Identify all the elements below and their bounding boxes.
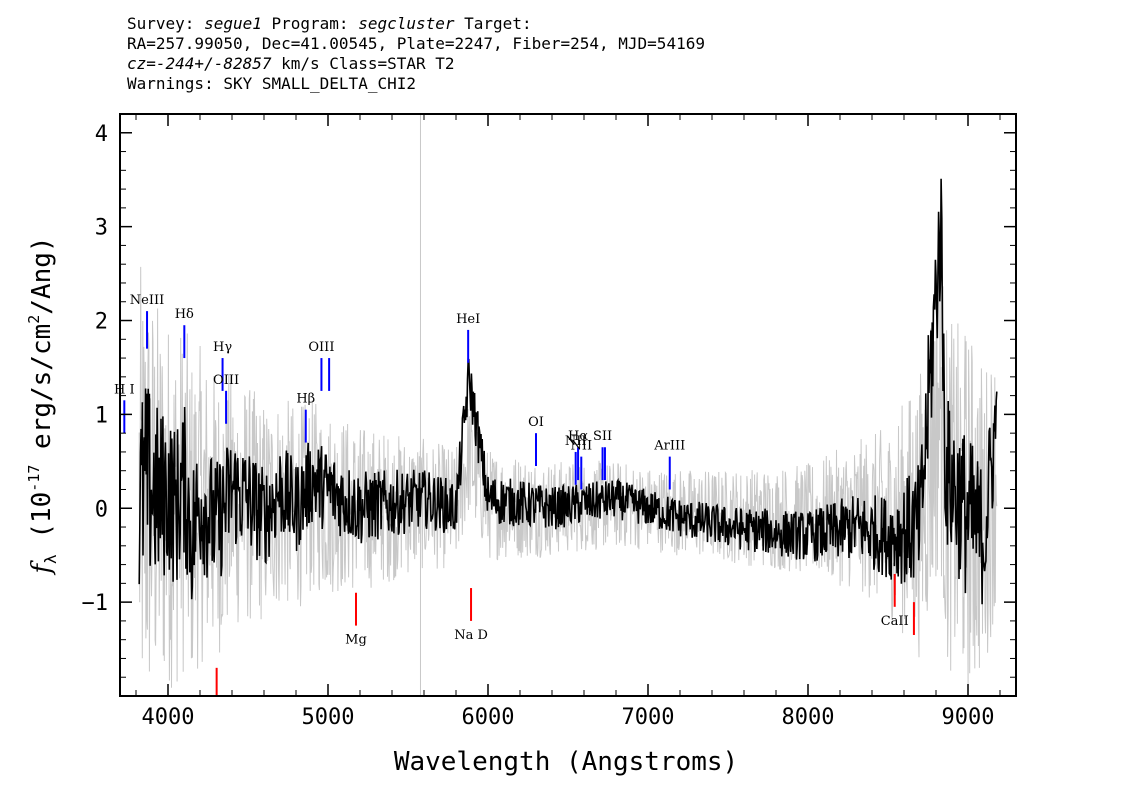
x-tick-label: 6000 [462,705,515,730]
error-envelope-trace [138,260,998,692]
emission-line-label: NeIII [130,293,164,308]
survey-prefix: Survey: [127,14,205,33]
emission-line-label: HeI [456,312,480,327]
program-name: segcluster [358,14,455,33]
emission-line-label: Hα [568,429,588,444]
emission-line-label: Hγ [213,340,232,355]
x-axis-label: Wavelength (Angstroms) [394,747,738,777]
y-axis-label-text: fλ (10-17 erg/s/cm2/Ang) [25,236,60,575]
emission-line-label: OIII [308,340,334,355]
absorption-line-label: Mg [345,633,367,648]
header-line-coordinates: RA=257.99050, Dec=41.00545, Plate=2247, … [127,34,705,53]
emission-line-label: NII [565,434,587,449]
emission-line-label: Hδ [175,307,194,322]
x-tick-label: 5000 [302,705,355,730]
y-tick-label: 4 [95,122,108,147]
plot-frame [119,113,1017,697]
emission-line-label: H I [114,382,135,397]
emission-line-label: Hβ [296,392,315,407]
emission-line-label: OI [528,415,544,430]
header-line-survey: Survey: segue1 Program: segcluster Targe… [127,14,705,34]
redshift-value: cz=-244+/-82857 [127,54,272,73]
x-tick-label: 8000 [782,705,835,730]
x-tick-label: 4000 [142,705,195,730]
y-tick-label: 0 [95,497,108,522]
spectrum-header: Survey: segue1 Program: segcluster Targe… [127,14,705,94]
target-prefix: Target: [454,14,532,33]
emission-line-label: NII [570,439,592,454]
header-line-warnings: Warnings: SKY SMALL_DELTA_CHI2 [127,74,416,93]
y-tick-label: −1 [82,591,109,616]
y-tick-label: 2 [95,310,108,335]
absorption-line-label: CaII [881,614,909,629]
axis-ticks: 4000 5000 6000 7000 8000 9000 −1 0 1 2 3 4 [82,114,1016,730]
line-markers: H INeIIIHδHγOIIIHβOIIIHeIOINIIHαNIISIIAr… [114,293,915,696]
emission-line-label: SII [593,429,612,444]
emission-line-label: OIII [213,373,239,388]
y-axis-label: fλ (10-17 erg/s/cm2/Ang) [25,236,60,575]
flux-trace [138,178,998,605]
header-line-redshift: cz=-244+/-82857 km/s Class=STAR T2 [127,54,705,74]
program-prefix: Program: [261,14,359,33]
class-value: km/s Class=STAR T2 [271,54,455,73]
y-tick-label: 1 [95,403,108,428]
x-tick-label: 7000 [622,705,675,730]
absorption-line-label: Na D [454,628,488,643]
y-tick-label: 3 [95,216,108,241]
error-envelope [138,114,998,696]
flux-series [138,178,998,605]
x-tick-label: 9000 [942,705,995,730]
survey-name: segue1 [204,14,262,33]
emission-line-label: ArIII [653,439,685,454]
